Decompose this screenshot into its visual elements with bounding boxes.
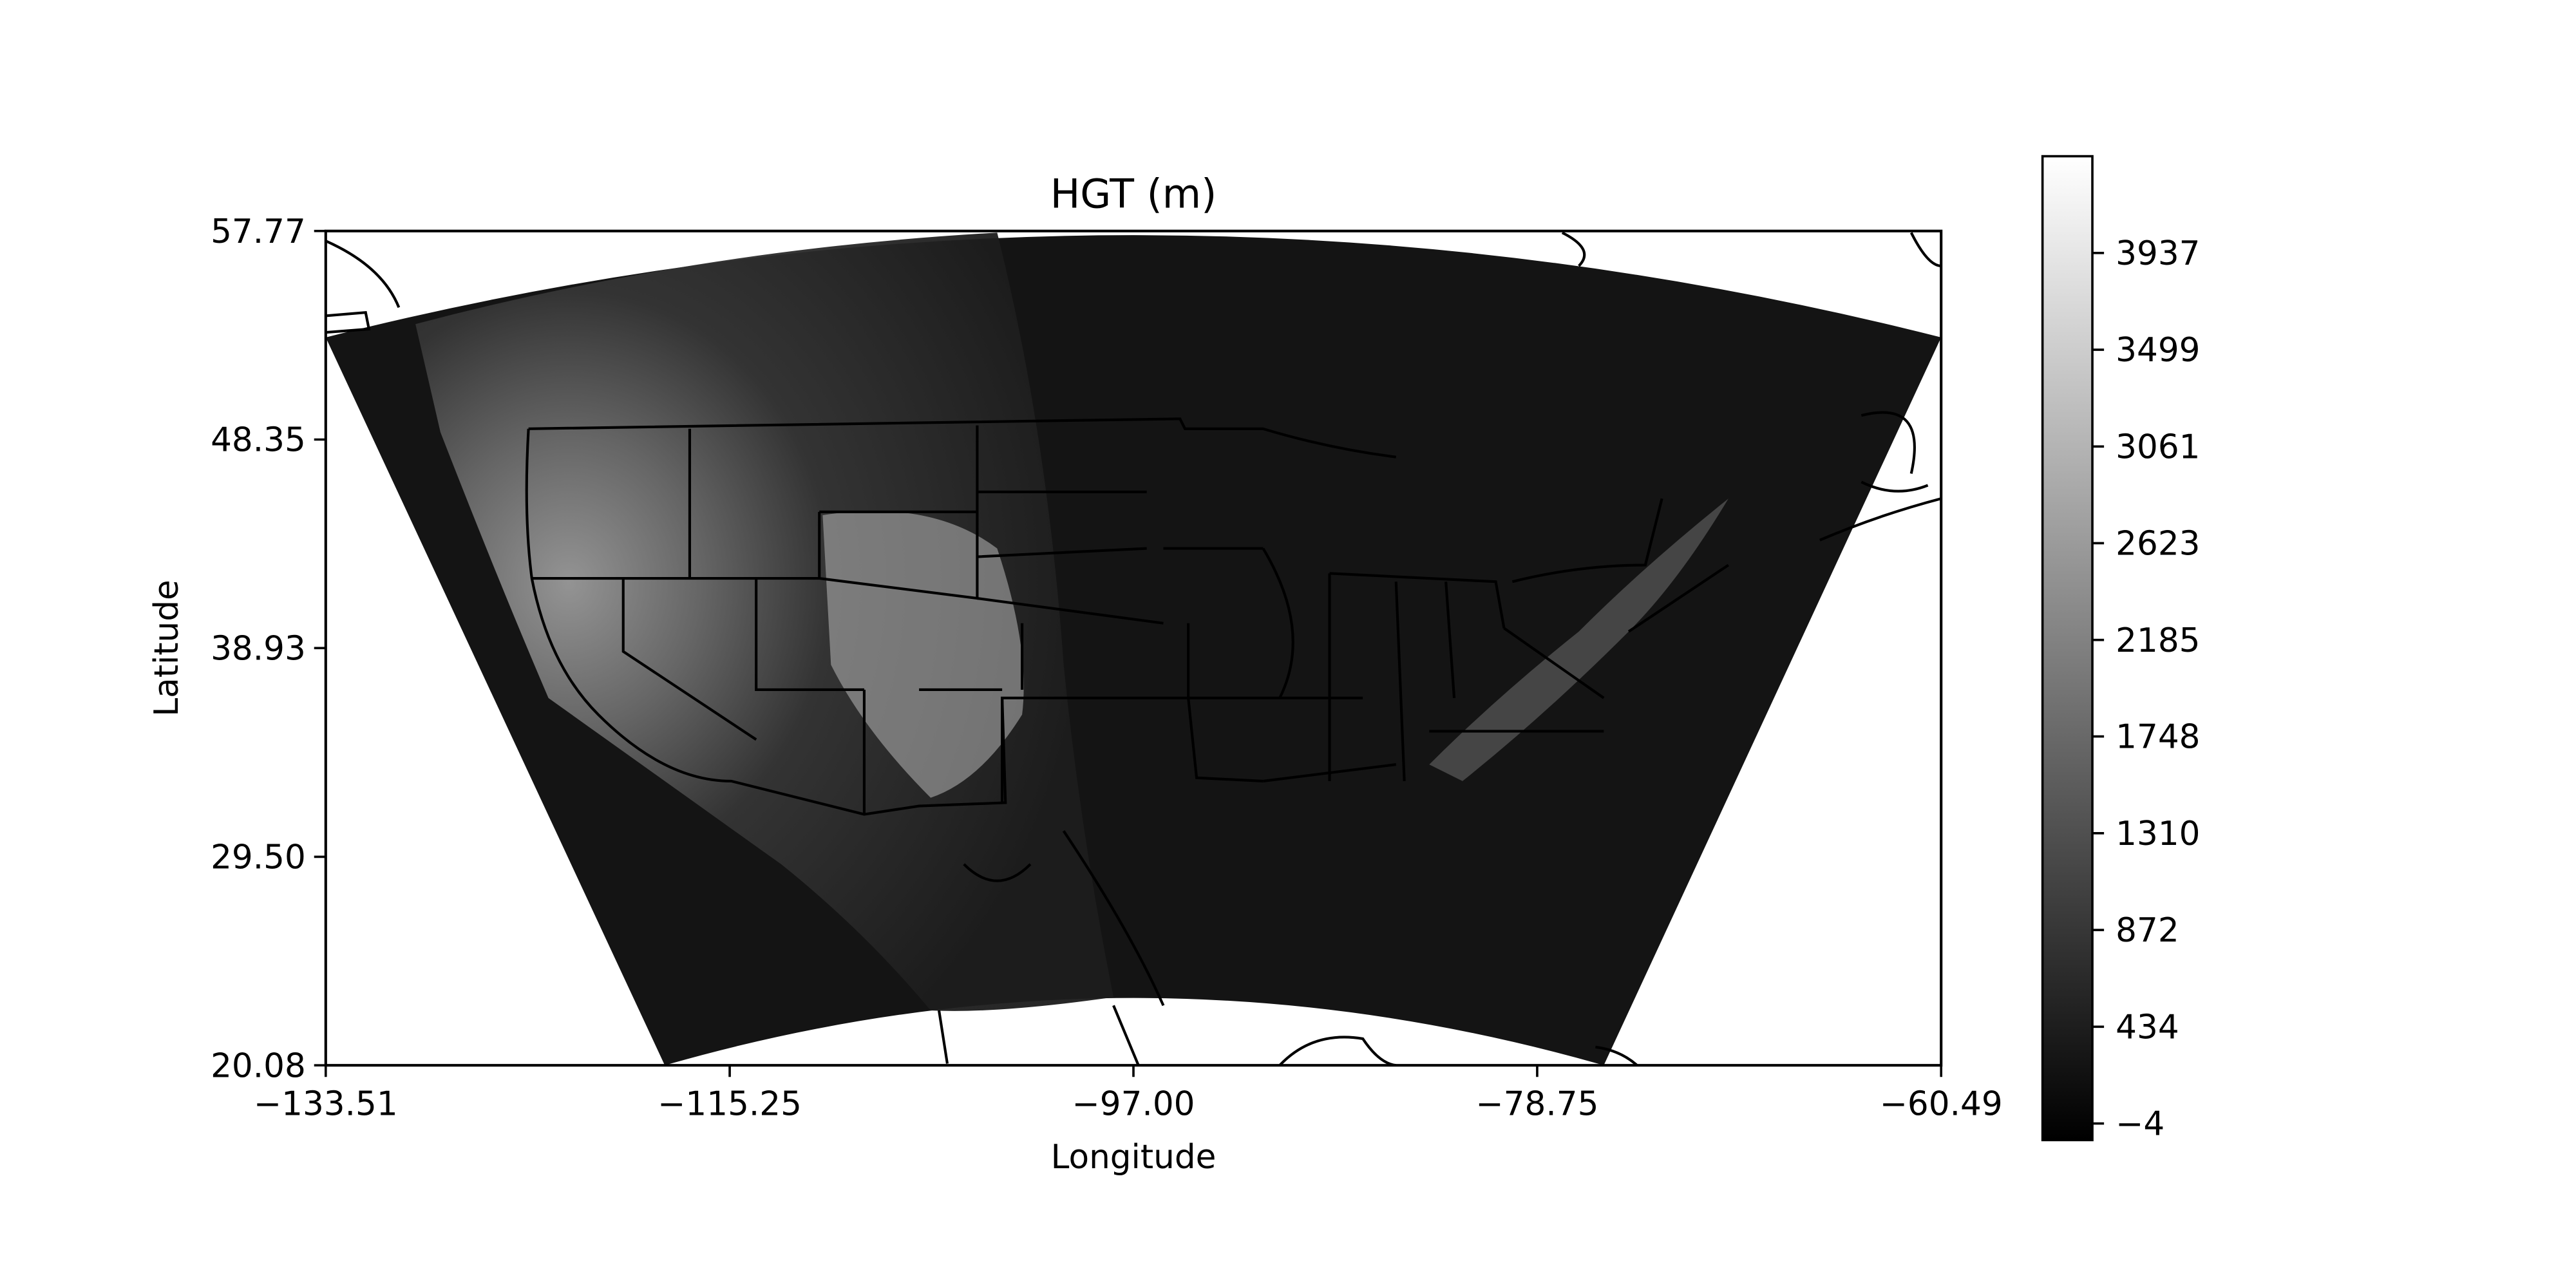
- x-tick-label: −133.51: [254, 1085, 398, 1124]
- y-tick-label: 38.93: [211, 629, 306, 668]
- y-tick-label: 20.08: [211, 1046, 306, 1085]
- y-tick-label: 29.50: [211, 838, 306, 876]
- x-tick-label: −60.49: [1880, 1085, 2003, 1124]
- colorbar-tick-label: 3499: [2116, 331, 2200, 370]
- colorbar-gradient: [2041, 155, 2094, 1142]
- colorbar-tick-label: 3061: [2116, 428, 2200, 466]
- colorbar-tick-label: 2623: [2116, 525, 2200, 564]
- x-tick-label: −115.25: [658, 1085, 802, 1124]
- y-axis-label: Latitude: [147, 580, 186, 716]
- colorbar-tick-label: 1310: [2116, 815, 2200, 853]
- map-axes: −133.51 −115.25 −97.00 −78.75 −60.49 20.08 29…: [211, 213, 2003, 1124]
- x-axis-ticks: −133.51 −115.25 −97.00 −78.75 −60.49: [254, 1065, 2003, 1124]
- x-tick-label: −78.75: [1475, 1085, 1598, 1124]
- map-data-layer: [325, 231, 1942, 1066]
- colorbar-tick-label: 434: [2116, 1008, 2179, 1046]
- colorbar-tick-label: −4: [2116, 1105, 2164, 1144]
- terrain-appalachians: [1429, 498, 1728, 781]
- y-tick-label: 57.77: [211, 213, 306, 251]
- colorbar-tick-label: 3937: [2116, 234, 2200, 273]
- colorbar-ticks: −4 434 872 1310 1748 2185 2623 3061 3499 3937: [2092, 234, 2201, 1144]
- colorbar-tick-label: 1748: [2116, 718, 2200, 757]
- y-axis-ticks: 20.08 29.50 38.93 48.35 57.77: [211, 213, 326, 1085]
- colorbar-tick-label: 872: [2116, 911, 2179, 950]
- x-axis-label: Longitude: [1051, 1138, 1217, 1177]
- colorbar-tick-label: 2185: [2116, 621, 2200, 660]
- y-tick-label: 48.35: [211, 421, 306, 460]
- colorbar: −4 434 872 1310 1748 2185 2623 3061 3499 3937: [2041, 155, 2201, 1144]
- x-tick-label: −97.00: [1072, 1085, 1195, 1124]
- terrain-rockies-bright: [822, 511, 1024, 798]
- chart-title: HGT (m): [1050, 171, 1217, 218]
- boundary-lines: [325, 231, 1942, 1066]
